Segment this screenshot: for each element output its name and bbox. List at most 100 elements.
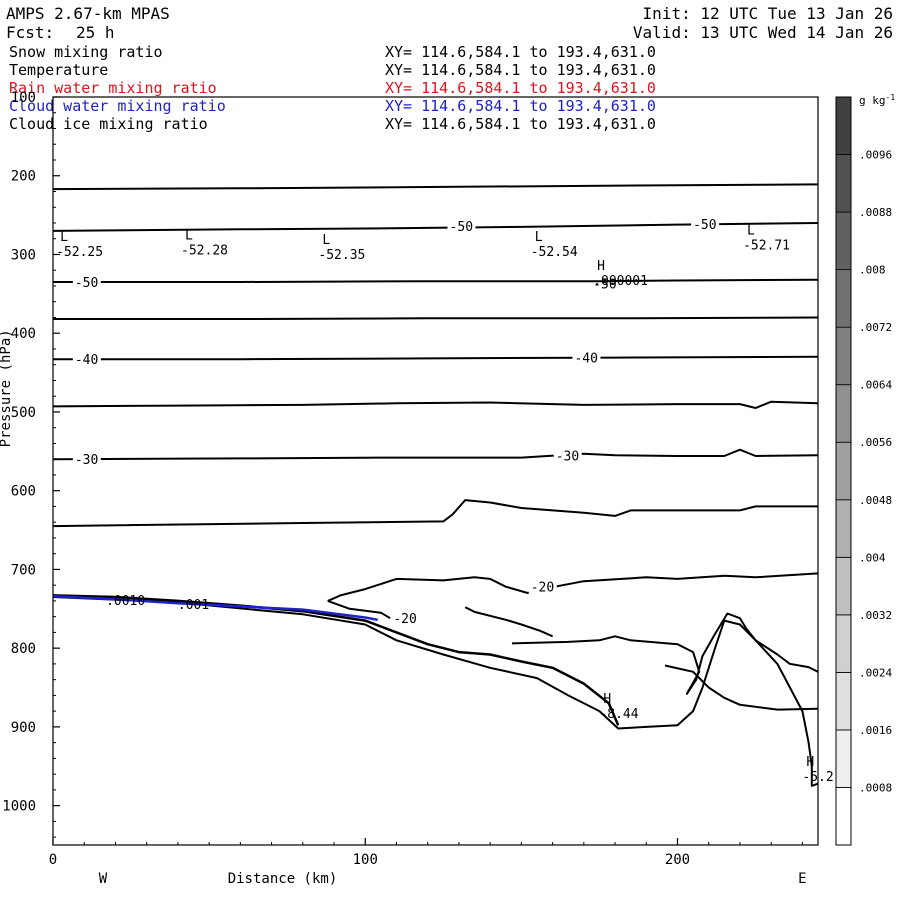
colorbar-tick-label: .0048 <box>859 494 892 507</box>
contour-label: -50 <box>450 220 473 235</box>
isotherm-line <box>52 448 819 461</box>
contour-label: -20 <box>531 581 554 596</box>
forecast-value: 25 h <box>76 23 115 42</box>
extremum-value: -52.25 <box>56 245 103 260</box>
y-tick-label: 600 <box>11 484 36 500</box>
isotherm-line <box>53 355 819 361</box>
x-axis-label: Distance (km) <box>228 871 338 887</box>
model-title: AMPS 2.67-km MPAS <box>6 4 170 23</box>
colorbar-unit-exponent: -1 <box>886 93 896 102</box>
y-tick-label: 500 <box>11 405 36 421</box>
extremum-H-symbol: H <box>806 755 814 770</box>
extremum-H-symbol: H <box>603 692 611 707</box>
colorbar-segment <box>835 671 852 731</box>
colorbar-tick-label: .0032 <box>859 609 892 622</box>
field-name-snow: Snow mixing ratio <box>9 43 163 61</box>
colorbar: .0096 .0088 .008 .0072 .0064 .0056 .0048 .004 .0… <box>835 93 895 846</box>
isotherm-line <box>52 596 819 787</box>
contour-label-bg <box>72 274 101 290</box>
y-tick-label: 400 <box>11 326 36 342</box>
extremum-value: -52.35 <box>318 248 365 263</box>
extremum-H-symbol: H <box>597 259 605 274</box>
x-tick-label: 100 <box>353 852 378 868</box>
colorbar-tick-label: .0064 <box>859 379 892 392</box>
terrain-line <box>52 594 620 726</box>
contour-label: .001 <box>178 598 209 613</box>
contour-label: -20 <box>393 612 416 627</box>
field-name-rain: Rain water mixing ratio <box>9 79 217 97</box>
contour-label-bg <box>553 447 582 463</box>
x-tick-label: 200 <box>665 852 690 868</box>
y-tick-label: 800 <box>11 641 36 657</box>
contour-label: -50 <box>75 276 98 291</box>
contour-label-bg <box>72 351 101 367</box>
isotherm-line <box>52 183 819 191</box>
forecast-label: Fcst: <box>6 23 55 42</box>
isotherm-line <box>664 664 819 711</box>
extremum-value: -52.71 <box>743 239 790 254</box>
x-axis-end-east: E <box>798 871 806 887</box>
colorbar-tick-label: .008 <box>859 264 886 277</box>
colorbar-tick-label: .004 <box>859 551 886 564</box>
field-name-cloud-water: Cloud water mixing ratio <box>9 97 226 115</box>
contour-label: -30 <box>75 453 98 468</box>
isotherm-line <box>327 599 391 620</box>
colorbar-segment <box>835 441 852 501</box>
colorbar-tick-label: .0024 <box>859 666 892 679</box>
contour-label-bg <box>691 215 720 231</box>
plot-frame <box>52 96 819 846</box>
colorbar-segment <box>835 326 852 386</box>
colorbar-tick-label: .0072 <box>859 321 892 334</box>
extremum-value: -8.44 <box>599 707 638 722</box>
isotherm-line <box>52 400 819 409</box>
y-tick-label: 900 <box>11 720 36 736</box>
colorbar-segment <box>835 556 852 616</box>
plot-area: -50 -50-50-40 -40-30 -30-20-20L-52.25L-52.2… <box>0 90 834 887</box>
colorbar-segment <box>835 787 852 846</box>
field-xy-cloud-water: XY= 114.6,584.1 to 193.4,631.0 <box>385 97 656 115</box>
y-axis-label: Pressure (hPa) <box>0 329 14 447</box>
extremum-value: -52.28 <box>181 243 228 258</box>
contour-label-bg <box>391 610 420 626</box>
contour-label-bg <box>72 451 101 467</box>
field-xy-snow: XY= 114.6,584.1 to 193.4,631.0 <box>385 43 656 61</box>
isotherm-line <box>511 612 819 695</box>
colorbar-tick-label: .0056 <box>859 436 892 449</box>
colorbar-tick-label: .0016 <box>859 724 892 737</box>
field-name-cloud-ice: Cloud ice mixing ratio <box>9 115 208 133</box>
colorbar-segment <box>835 499 852 558</box>
extremum-value: -52.54 <box>531 245 578 260</box>
field-xy-rain: XY= 114.6,584.1 to 193.4,631.0 <box>385 79 656 97</box>
colorbar-segment <box>835 729 852 788</box>
isotherm-line <box>464 606 554 638</box>
colorbar-frame <box>835 96 852 846</box>
isotherm-line <box>53 316 819 320</box>
y-tick-label: 700 <box>11 562 36 578</box>
isotherm-line <box>327 572 819 602</box>
isotherm-line <box>52 499 818 528</box>
field-name-temperature: Temperature <box>9 61 109 79</box>
extremum-L-symbol: L <box>185 228 193 243</box>
colorbar-segment <box>835 269 852 328</box>
extremum-L-symbol: L <box>322 233 330 248</box>
field-xy-cloud-ice: XY= 114.6,584.1 to 193.4,631.0 <box>385 115 656 133</box>
contour-label: -50 <box>593 277 616 292</box>
y-tick-label: 1000 <box>2 799 36 815</box>
contour-label-bg <box>528 578 557 594</box>
extremum-L-symbol: L <box>535 230 543 245</box>
field-xy-temperature: XY= 114.6,584.1 to 193.4,631.0 <box>385 61 656 79</box>
valid-time: Valid: 13 UTC Wed 14 Jan 26 <box>632 23 893 42</box>
y-tick-label: 200 <box>11 169 36 185</box>
colorbar-segment <box>835 154 852 213</box>
contour-label: -50 <box>693 218 716 233</box>
colorbar-unit: g kg-1 <box>859 93 895 107</box>
colorbar-tick-label: .0096 <box>859 149 892 162</box>
colorbar-segment <box>835 96 852 155</box>
colorbar-tick-label: .0008 <box>859 781 892 794</box>
init-time: Init: 12 UTC Tue 13 Jan 26 <box>642 4 893 23</box>
contour-label: -40 <box>75 353 98 368</box>
contour-label: .0010 <box>106 594 145 609</box>
colorbar-segment <box>835 384 852 443</box>
colorbar-segment <box>835 211 852 271</box>
